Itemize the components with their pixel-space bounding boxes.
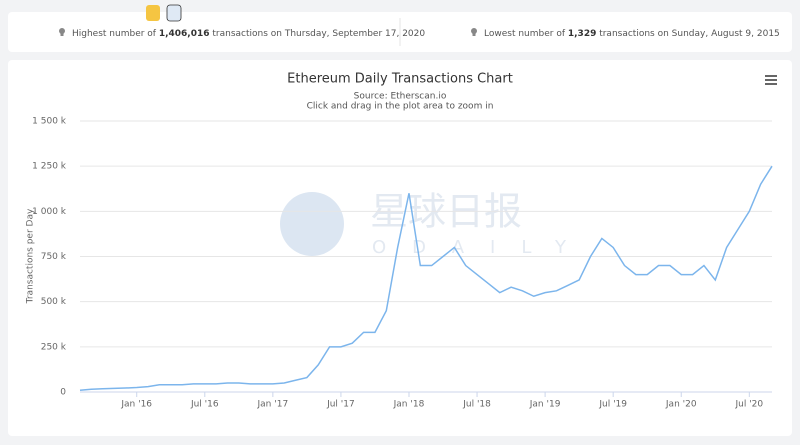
y-tick-label: 250 k bbox=[41, 342, 67, 352]
x-tick-label: Jul '17 bbox=[326, 400, 355, 410]
bulb-icon bbox=[471, 28, 477, 34]
text: transactions on Sunday, August 9, 2015 bbox=[596, 29, 779, 39]
y-tick-label: 1 250 k bbox=[32, 162, 67, 172]
value: 1,406,016 bbox=[159, 29, 210, 39]
y-tick-label: 1 000 k bbox=[32, 207, 67, 217]
chart-card bbox=[8, 60, 792, 436]
x-tick-label: Jul '18 bbox=[462, 400, 491, 410]
text: Lowest number of bbox=[484, 29, 568, 39]
lowest-stat: Lowest number of 1,329 transactions on S… bbox=[484, 29, 780, 39]
y-tick-label: 0 bbox=[60, 388, 66, 398]
y-tick-label: 1 500 k bbox=[32, 117, 67, 127]
emoji-icon bbox=[146, 5, 160, 21]
bulb-icon bbox=[472, 33, 476, 36]
text: Highest number of bbox=[72, 29, 159, 39]
bulb-icon bbox=[60, 33, 64, 36]
y-tick-label: 500 k bbox=[41, 297, 67, 307]
watermark: ODAILY bbox=[372, 237, 592, 258]
watermark-logo bbox=[280, 192, 344, 256]
x-tick-label: Jan '18 bbox=[393, 400, 425, 410]
chart-subtitle: Source: Etherscan.io bbox=[354, 92, 447, 102]
x-tick-label: Jan '17 bbox=[257, 400, 289, 410]
chart-title: Ethereum Daily Transactions Chart bbox=[287, 72, 513, 87]
value: 1,329 bbox=[568, 29, 596, 39]
x-tick-label: Jan '20 bbox=[665, 400, 697, 410]
x-tick-label: Jul '20 bbox=[734, 400, 763, 410]
menu-button[interactable] bbox=[765, 75, 777, 85]
emoji-icon bbox=[166, 4, 182, 22]
highest-stat: Highest number of 1,406,016 transactions… bbox=[72, 29, 425, 39]
y-axis-title: Transactions per Day bbox=[26, 208, 36, 304]
text: transactions on Thursday, September 17, … bbox=[210, 29, 426, 39]
x-tick-label: Jan '19 bbox=[529, 400, 561, 410]
x-tick-label: Jul '19 bbox=[598, 400, 627, 410]
bulb-icon bbox=[59, 28, 65, 34]
x-tick-label: Jan '16 bbox=[120, 400, 152, 410]
x-tick-label: Jul '16 bbox=[190, 400, 219, 410]
y-tick-label: 750 k bbox=[41, 252, 67, 262]
series-line bbox=[79, 165, 773, 391]
chart-note: Click and drag in the plot area to zoom … bbox=[307, 102, 494, 112]
